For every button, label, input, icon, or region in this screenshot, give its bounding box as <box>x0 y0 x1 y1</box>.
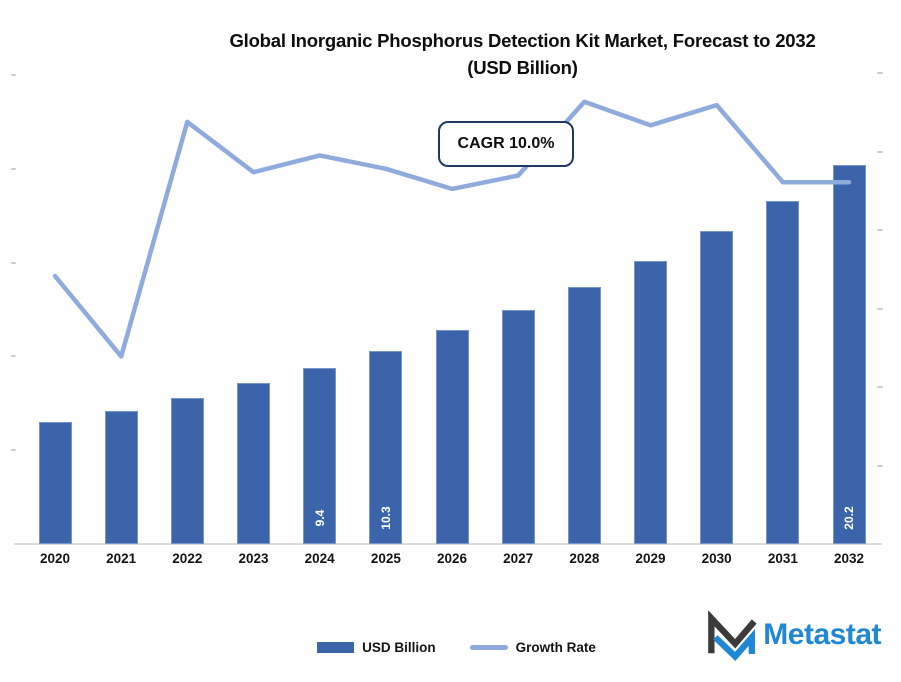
chart-title-line1: Global Inorganic Phosphorus Detection Ki… <box>229 30 816 51</box>
x-axis-label-2024: 2024 <box>304 551 335 566</box>
x-axis-label-2030: 2030 <box>701 551 732 566</box>
x-axis-label-2031: 2031 <box>767 551 798 566</box>
legend-label-growth-rate: Growth Rate <box>515 639 596 655</box>
bar-value-label-2032: 20.2 <box>842 506 857 530</box>
bar-2029 <box>634 260 668 544</box>
x-axis-label-2023: 2023 <box>238 551 269 566</box>
right-axis-tick <box>877 464 883 467</box>
bar-2026 <box>435 330 469 544</box>
chart-title-line2: (USD Billion) <box>467 57 578 78</box>
left-axis-tick <box>11 261 16 264</box>
bar-2023 <box>237 382 270 544</box>
right-axis-tick <box>877 150 883 153</box>
bar-2021 <box>104 410 138 544</box>
metastat-logo: Metastat <box>705 606 881 664</box>
x-axis-label-2026: 2026 <box>436 551 468 566</box>
metastat-logo-text: Metastat <box>763 618 881 651</box>
bar-2030 <box>700 230 734 544</box>
bar-2025 <box>369 350 403 544</box>
cagr-annotation: CAGR 10.0% <box>438 121 574 167</box>
bar-2031 <box>766 200 800 544</box>
bar-swatch <box>317 641 355 653</box>
x-axis-label-2022: 2022 <box>172 551 203 566</box>
right-axis-tick <box>877 386 883 388</box>
legend-item-growth-rate: Growth Rate <box>469 639 596 655</box>
legend: USD Billion Growth Rate <box>6 635 901 659</box>
legend-item-usd-billion: USD Billion <box>317 640 436 655</box>
bar-value-label-2025: 10.3 <box>378 506 393 530</box>
bar-2027 <box>501 309 535 544</box>
bar-2024 <box>303 367 337 544</box>
left-axis-tick <box>11 167 16 170</box>
bar-2032 <box>832 165 866 544</box>
x-axis-label-2025: 2025 <box>370 551 401 566</box>
right-axis-tick <box>877 229 883 231</box>
left-axis-tick <box>11 449 16 452</box>
x-axis-label-2020: 2020 <box>39 551 71 566</box>
chart-title: Global Inorganic Phosphorus Detection Ki… <box>145 27 900 81</box>
bar-2020 <box>38 422 72 544</box>
bar-value-label-2024: 9.4 <box>312 509 327 527</box>
line-swatch <box>469 644 508 650</box>
left-axis-tick <box>11 355 16 358</box>
legend-label-usd-billion: USD Billion <box>362 639 436 655</box>
x-axis-label-2029: 2029 <box>635 551 666 566</box>
bar-2022 <box>170 397 204 544</box>
right-axis-tick <box>877 307 883 310</box>
x-axis-label-2021: 2021 <box>106 551 137 566</box>
x-axis-label-2028: 2028 <box>569 551 600 566</box>
x-axis-line <box>14 543 882 545</box>
x-axis-label-2027: 2027 <box>503 551 534 566</box>
metastat-logo-icon <box>708 610 757 662</box>
right-axis-tick <box>877 72 883 74</box>
bar-2028 <box>567 287 601 544</box>
left-axis-tick <box>11 74 16 76</box>
x-axis-label-2032: 2032 <box>834 551 865 566</box>
